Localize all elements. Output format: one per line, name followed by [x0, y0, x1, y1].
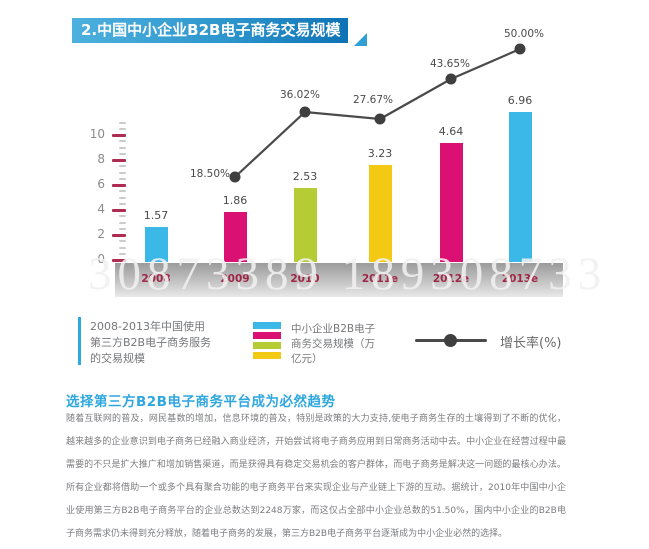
- section-title-bar: 2.中国中小企业B2B电子商务交易规模: [72, 18, 348, 43]
- x-axis-label: 2010: [290, 273, 320, 285]
- y-axis-minor-tick: [119, 140, 126, 143]
- y-axis-minor-tick: [119, 121, 126, 124]
- bar-2009: [223, 212, 247, 262]
- chart-caption-line: 2008-2013年中国使用: [90, 320, 205, 333]
- legend-swatch: [253, 352, 281, 359]
- x-axis-band: [115, 263, 563, 297]
- bar-value-label: 2.53: [292, 170, 318, 183]
- article-text-line: 越来越多的企业意识到电子商务已经融入商业经济，开始尝试将电子商务应用到日常商务活…: [66, 437, 566, 447]
- y-axis-label: 4: [97, 202, 105, 216]
- y-axis-label: 2: [97, 227, 105, 241]
- y-axis-minor-tick: [119, 246, 126, 249]
- article-text-line: 业使用第三方B2B电子商务平台的企业总数达到2248万家，而这仅占全部中小企业总…: [66, 506, 566, 516]
- article-body: 随着互联网的普及，网民基数的增加，信息环境的普及，特别是政策的大力支持,使电子商…: [66, 408, 566, 546]
- y-axis-minor-tick: [119, 196, 126, 199]
- bar-value-label: 4.64: [438, 125, 464, 138]
- y-axis-major-tick: [112, 183, 126, 187]
- y-axis-minor-tick: [119, 165, 126, 168]
- section-title: 2.中国中小企业B2B电子商务交易规模: [81, 21, 341, 39]
- bar-2012e: [439, 143, 463, 262]
- article-text-line: 子商务需求仍未得到充分释放，随着电子商务的发展，第三方B2B电子商务平台逐渐成为…: [66, 529, 508, 539]
- growth-rate-label: 27.67%: [352, 94, 394, 106]
- article-heading: 选择第三方B2B电子商务平台成为必然趋势: [66, 394, 336, 410]
- legend-swatch: [253, 322, 281, 329]
- chart-caption-line: 第三方B2B电子商务服务: [90, 336, 212, 349]
- article-text-line: 需要的不只是扩大推广和增加销售渠道，而是获得具有稳定交易机会的客户群体，而电子商…: [66, 460, 566, 470]
- y-axis-label: 10: [89, 127, 105, 141]
- article-text-line: 随着互联网的普及，网民基数的增加，信息环境的普及，特别是政策的大力支持,使电子商…: [66, 414, 566, 424]
- legend-bar-series-label: 亿元）: [291, 353, 323, 365]
- bar-value-label: 3.23: [367, 147, 393, 160]
- x-axis-label: 2008: [141, 273, 171, 285]
- growth-rate-label: 18.50%: [189, 168, 231, 180]
- legend-bar-series-label: 商务交易规模（万: [291, 338, 375, 350]
- watermark-text: 30873389 189308733: [88, 248, 608, 300]
- article-text-line: 所有企业都将借助一个或多个具有聚合功能的电子商务平台来实现企业与产业链上下游的互…: [66, 483, 566, 493]
- growth-rate-point: [299, 106, 311, 118]
- x-axis-label: 2009: [220, 273, 250, 285]
- growth-rate-point: [374, 113, 386, 125]
- legend-swatch: [253, 342, 281, 349]
- y-axis-minor-tick: [119, 127, 126, 130]
- growth-rate-label: 36.02%: [279, 89, 321, 101]
- growth-rate-point: [445, 73, 457, 85]
- title-corner-triangle-icon: [354, 33, 367, 46]
- y-axis-minor-tick: [119, 202, 126, 205]
- x-axis-label: 2012e: [432, 273, 470, 285]
- y-axis-major-tick: [112, 233, 126, 237]
- legend-bar-series-label: 中小企业B2B电子: [291, 323, 376, 335]
- caption-accent-bar: [78, 317, 81, 365]
- growth-rate-label: 43.65%: [429, 58, 471, 70]
- bar-value-label: 1.57: [143, 209, 169, 222]
- y-axis-minor-tick: [119, 146, 126, 149]
- bar-2013e: [508, 112, 532, 262]
- y-axis-minor-tick: [119, 215, 126, 218]
- bar-2011e: [368, 165, 392, 262]
- growth-rate-point: [514, 43, 526, 55]
- y-axis-minor-tick: [119, 252, 126, 255]
- x-axis-label: 2011e: [361, 273, 399, 285]
- y-axis-minor-tick: [119, 240, 126, 243]
- y-axis-label: 0: [97, 252, 105, 266]
- y-axis-minor-tick: [119, 190, 126, 193]
- bar-value-label: 6.96: [507, 94, 533, 107]
- y-axis-minor-tick: [119, 152, 126, 155]
- y-axis-minor-tick: [119, 227, 126, 230]
- legend-growth-dot-icon: [444, 334, 457, 347]
- y-axis-major-tick: [112, 208, 126, 212]
- legend-growth-label: 增长率(%): [500, 336, 562, 351]
- bar-2008: [144, 227, 168, 262]
- y-axis-minor-tick: [119, 177, 126, 180]
- y-axis-label: 8: [97, 152, 105, 166]
- growth-rate-label: 50.00%: [503, 28, 545, 40]
- y-axis-major-tick: [112, 158, 126, 162]
- y-axis-major-tick: [112, 258, 126, 262]
- y-axis-minor-tick: [119, 171, 126, 174]
- y-axis-minor-tick: [119, 221, 126, 224]
- bar-value-label: 1.86: [222, 194, 248, 207]
- legend-swatch: [253, 332, 281, 339]
- bar-2010: [293, 188, 317, 262]
- x-axis-label: 2013e: [501, 273, 539, 285]
- y-axis-major-tick: [112, 133, 126, 137]
- chart-caption-line: 的交易规模: [90, 352, 145, 365]
- y-axis-label: 6: [97, 177, 105, 191]
